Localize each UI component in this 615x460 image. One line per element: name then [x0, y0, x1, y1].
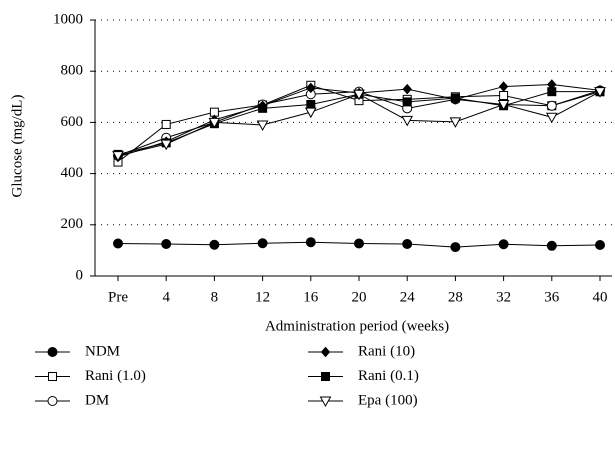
data-point [306, 99, 316, 109]
legend-marker [47, 396, 58, 406]
legend-label: Rani (0.1) [358, 368, 419, 384]
x-tick-label: 20 [352, 289, 367, 305]
legend-marker [319, 396, 332, 408]
y-tick-label: 200 [61, 216, 84, 232]
legend-marker [48, 372, 57, 381]
x-tick-label: 36 [544, 289, 560, 305]
data-point [402, 97, 412, 107]
x-axis-label: Administration period (weeks) [265, 318, 449, 334]
data-point [545, 112, 558, 124]
data-point [401, 115, 414, 127]
data-point [209, 239, 220, 250]
data-point [304, 107, 317, 119]
x-tick-label: 32 [496, 289, 511, 305]
data-point [257, 238, 268, 249]
x-tick-label: 8 [211, 289, 219, 305]
data-point [499, 91, 509, 101]
data-point [161, 119, 171, 129]
data-point [306, 82, 316, 94]
y-tick-label: 600 [61, 114, 84, 130]
data-point [594, 87, 606, 98]
legend-label: Epa (100) [358, 392, 418, 408]
data-point [498, 239, 509, 250]
data-point [402, 83, 412, 95]
y-tick-label: 400 [61, 165, 84, 181]
legend-label: Rani (1.0) [85, 368, 146, 384]
data-point [208, 117, 221, 129]
data-point [258, 103, 268, 113]
x-tick-label: Pre [108, 289, 128, 305]
x-tick-label: 24 [400, 289, 416, 305]
legend-marker [321, 372, 330, 381]
data-point [449, 117, 462, 128]
data-point [498, 81, 509, 92]
data-point [547, 87, 557, 97]
legend-label: DM [85, 392, 109, 408]
legend-label: NDM [85, 343, 120, 359]
data-point [546, 240, 557, 251]
x-tick-label: 28 [448, 289, 463, 305]
y-tick-label: 800 [61, 63, 84, 79]
legend-marker [320, 346, 331, 358]
y-tick-label: 1000 [53, 11, 83, 27]
data-point [353, 89, 365, 101]
data-point [305, 237, 316, 248]
legend-marker [47, 347, 58, 357]
data-point [450, 242, 461, 253]
data-point [546, 100, 557, 111]
data-point [160, 139, 173, 151]
x-tick-label: 40 [593, 289, 608, 305]
data-point [161, 239, 172, 249]
data-point [256, 120, 269, 131]
y-axis-label: Glucose (mg/dL) [9, 95, 25, 198]
data-point [113, 238, 123, 249]
data-point [595, 240, 605, 251]
data-point [354, 238, 364, 249]
data-point [497, 99, 510, 111]
x-tick-label: 4 [162, 289, 170, 305]
data-point [402, 239, 413, 249]
data-point [112, 151, 124, 162]
data-point [450, 93, 460, 103]
legend-label: Rani (10) [358, 343, 415, 359]
x-tick-label: 12 [255, 289, 270, 305]
x-tick-label: 16 [303, 289, 319, 305]
y-tick-label: 0 [76, 267, 84, 283]
